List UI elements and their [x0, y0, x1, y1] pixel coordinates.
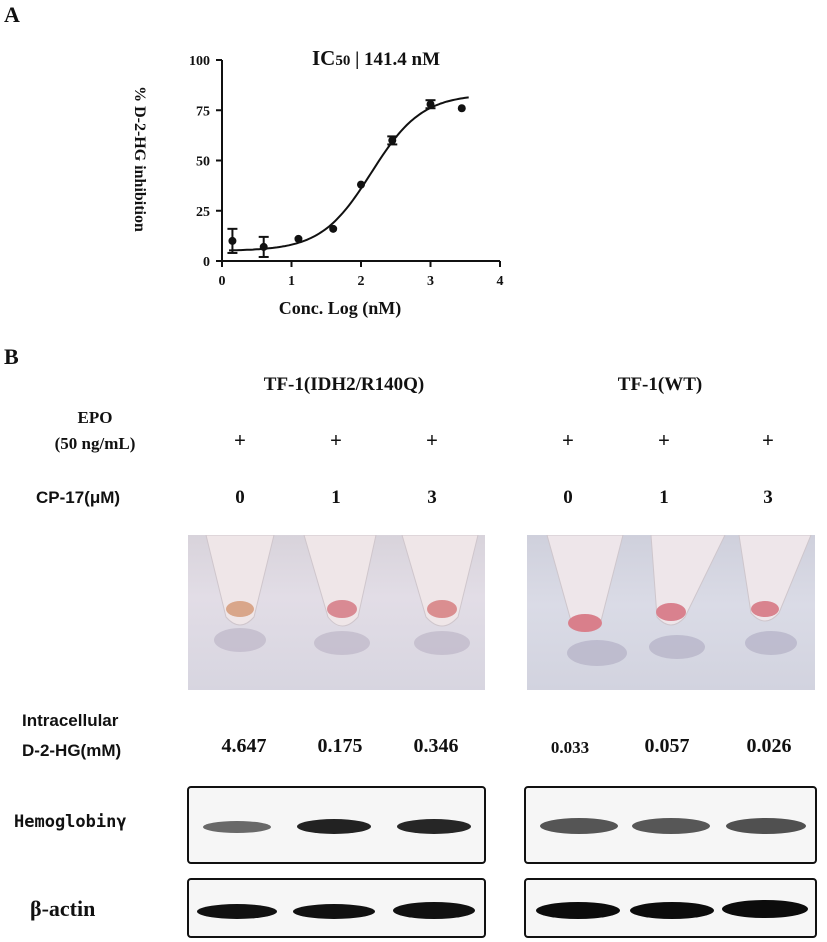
hg-value: 0.346 — [413, 735, 459, 757]
band — [630, 902, 714, 919]
epo-value: + — [330, 430, 342, 452]
data-point — [259, 242, 268, 251]
group-title-mutant: TF-1(IDH2/R140Q) — [263, 374, 425, 395]
hg-value: 0.033 — [550, 738, 590, 757]
hg-label-line2: D-2-HG(mM) — [22, 741, 122, 760]
blot-label-hemoglobin: Hemoglobinγ — [14, 812, 127, 832]
band — [293, 904, 375, 919]
cp17-value: 0 — [235, 487, 245, 508]
blot-hemoglobin-wt — [524, 786, 817, 864]
epo-value: + — [658, 430, 670, 452]
data-point — [294, 234, 303, 243]
hg-label: Intracellular D-2-HG(mM) — [22, 706, 121, 766]
y-axis-label: % D-2-HG inhibition — [131, 86, 148, 232]
y-tick-label: 100 — [189, 54, 210, 69]
band — [632, 818, 710, 834]
ic50-annotation: IC50 | 141.4 nM — [312, 46, 440, 71]
epo-value: + — [234, 430, 246, 452]
tubes-mutant-graphic — [205, 535, 479, 655]
cp17-value: 0 — [563, 487, 573, 508]
y-tick-label: 25 — [196, 205, 210, 220]
band — [297, 819, 371, 834]
epo-value: + — [562, 430, 574, 452]
band — [203, 821, 271, 833]
epo-label-line1: EPO — [77, 408, 113, 427]
hg-value: 4.647 — [221, 735, 267, 757]
band — [726, 818, 806, 834]
hg-value: 0.026 — [746, 735, 792, 757]
band — [397, 819, 471, 834]
data-point — [426, 100, 435, 109]
ic50-value: | 141.4 nM — [355, 49, 441, 70]
y-tick-label: 75 — [196, 104, 210, 119]
band — [536, 902, 620, 919]
x-tick-label: 0 — [219, 274, 226, 289]
cp17-value: 1 — [331, 487, 341, 508]
band — [393, 902, 475, 919]
cp17-label: CP-17(μM) — [36, 488, 121, 507]
panel-b-label: B — [4, 344, 19, 369]
epo-value: + — [426, 430, 438, 452]
tube-photo-wt — [527, 535, 815, 690]
x-tick-label: 4 — [497, 274, 504, 289]
band — [540, 818, 618, 834]
x-tick-label: 1 — [288, 274, 295, 289]
ic50-subscript: 50 — [335, 53, 351, 69]
epo-value: + — [762, 430, 774, 452]
blot-actin-mutant — [187, 878, 486, 938]
epo-label: EPO (50 ng/mL) — [30, 405, 160, 457]
blot-hemoglobin-mutant — [187, 786, 486, 864]
data-point — [388, 136, 397, 145]
blot-label-actin: β-actin — [30, 896, 96, 921]
blot-actin-wt — [524, 878, 817, 938]
data-point — [357, 180, 365, 189]
x-tick-label: 3 — [427, 274, 434, 289]
panel-a-label: A — [4, 2, 20, 27]
x-tick-label: 2 — [358, 274, 365, 289]
tube-photo-mutant — [188, 535, 485, 690]
fit-curve — [229, 96, 469, 252]
data-point — [457, 104, 466, 113]
data-point — [329, 224, 338, 233]
y-tick-label: 0 — [203, 255, 210, 270]
y-tick-label: 50 — [196, 155, 210, 170]
ic50-chart: 0 25 50 75 100 0 1 2 3 4 — [189, 54, 504, 289]
ic50-label: IC — [312, 46, 336, 70]
tubes-wt-graphic — [546, 535, 812, 666]
epo-label-line2: (50 ng/mL) — [54, 434, 136, 453]
band — [197, 904, 277, 919]
cp17-value: 1 — [659, 487, 669, 508]
x-axis-label: Conc. Log (nM) — [278, 298, 402, 318]
group-title-wt: TF-1(WT) — [617, 374, 703, 395]
hg-value: 0.057 — [644, 735, 690, 757]
hg-value: 0.175 — [317, 735, 363, 757]
band — [722, 900, 808, 918]
cp17-value: 3 — [763, 487, 773, 508]
data-point — [228, 236, 237, 245]
hg-label-line1: Intracellular — [22, 711, 119, 730]
cp17-value: 3 — [427, 487, 437, 508]
